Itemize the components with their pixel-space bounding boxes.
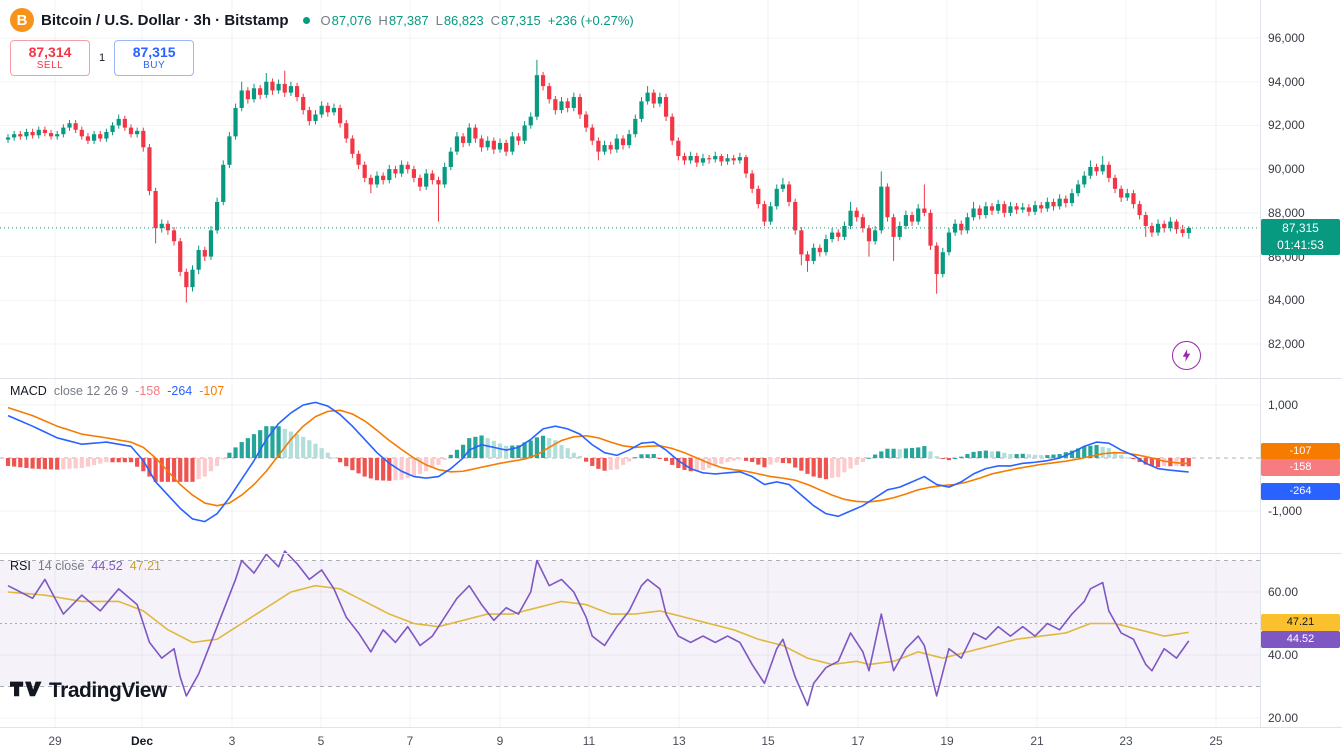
price-axis-label: 82,000 [1268, 336, 1305, 351]
price-axis-label: 96,000 [1268, 31, 1305, 45]
macd-signal-value: -107 [199, 384, 225, 398]
market-status-icon [302, 16, 310, 24]
time-axis-label: 11 [582, 734, 596, 748]
time-axis-label: 23 [1119, 734, 1133, 748]
open-label: O [320, 12, 331, 28]
low-label: L [435, 12, 443, 28]
macd-params: close 12 26 9 [53, 384, 129, 398]
time-axis-label: 9 [496, 734, 504, 748]
open-value: 87,076 [331, 12, 372, 28]
symbol-title[interactable]: Bitcoin / U.S. Dollar · 3h · Bitstamp [41, 11, 289, 29]
macd-axis-label: 1,000 [1268, 398, 1299, 412]
time-axis-label: 5 [317, 734, 325, 748]
sell-price: 87,314 [28, 44, 72, 60]
price-axis-label: 90,000 [1268, 162, 1305, 177]
rsi-ma-value: 47.21 [129, 559, 161, 573]
sell-label: SELL [36, 60, 64, 71]
time-axis-label: 3 [228, 734, 236, 748]
tradingview-logo-text: TradingView [49, 679, 167, 702]
time-axis-label: Dec [130, 734, 154, 748]
price-axis-label: 84,000 [1268, 293, 1305, 308]
price-axis-label: 94,000 [1268, 74, 1305, 89]
rsi-title: RSI [10, 559, 31, 573]
bitcoin-icon: B [10, 8, 34, 32]
close-label: C [490, 12, 500, 28]
macd-line-value: -264 [167, 384, 193, 398]
time-axis-label: 7 [406, 734, 414, 748]
time-axis-label: 19 [940, 734, 954, 748]
rsi-params: 14 close [37, 559, 85, 573]
buy-button[interactable]: 87,315 BUY [114, 40, 195, 76]
rsi-axis-label: 40.00 [1268, 648, 1299, 662]
macd-signal-badge: -107 [1261, 443, 1340, 460]
current-price: 87,315 [1282, 221, 1319, 235]
rsi-value: 44.52 [91, 559, 123, 573]
change-value: +236 (+0.27%) [547, 12, 634, 28]
buy-label: BUY [143, 60, 166, 71]
chart-header: B Bitcoin / U.S. Dollar · 3h · Bitstamp … [10, 8, 634, 32]
price-axis-label: 92,000 [1268, 118, 1305, 133]
bar-countdown: 01:41:53 [1277, 238, 1324, 252]
ohlc-values: O 87,076 H 87,387 L 86,823 C 87,315 +236… [314, 13, 634, 28]
macd-hist-value: -158 [135, 384, 161, 398]
lightning-button[interactable] [1172, 341, 1201, 370]
high-value: 87,387 [388, 12, 429, 28]
rsi-legend[interactable]: RSI 14 close 44.52 47.21 [10, 559, 161, 573]
order-panel: 87,314 SELL 1 87,315 BUY [10, 40, 195, 76]
tradingview-logo-icon [10, 681, 42, 696]
macd-hist-badge: -158 [1261, 459, 1340, 476]
low-value: 86,823 [443, 12, 484, 28]
time-axis-label: 15 [761, 734, 775, 748]
close-value: 87,315 [500, 12, 541, 28]
time-axis-label: 13 [672, 734, 686, 748]
rsi-value-badge: 44.52 [1261, 631, 1340, 648]
time-axis-label: 17 [851, 734, 865, 748]
lightning-icon [1182, 349, 1191, 362]
rsi-axis-label: 20.00 [1268, 711, 1299, 725]
price-axis-label: 88,000 [1268, 205, 1305, 220]
rsi-ma-badge: 47.21 [1261, 614, 1340, 631]
time-axis-label: 21 [1030, 734, 1044, 748]
high-label: H [378, 12, 388, 28]
rsi-axis-label: 60.00 [1268, 585, 1299, 599]
macd-legend[interactable]: MACD close 12 26 9 -158 -264 -107 [10, 384, 224, 398]
macd-axis-label: -1,000 [1268, 504, 1303, 518]
macd-title: MACD [10, 384, 47, 398]
buy-price: 87,315 [132, 44, 176, 60]
spread-value: 1 [99, 52, 106, 64]
time-axis-label: 29 [48, 734, 62, 748]
time-axis-label: 25 [1209, 734, 1223, 748]
macd-line-badge: -264 [1261, 483, 1340, 500]
current-price-badge: 87,315 01:41:53 [1261, 219, 1340, 255]
sell-button[interactable]: 87,314 SELL [10, 40, 90, 76]
tradingview-watermark[interactable]: TradingView [10, 679, 167, 703]
